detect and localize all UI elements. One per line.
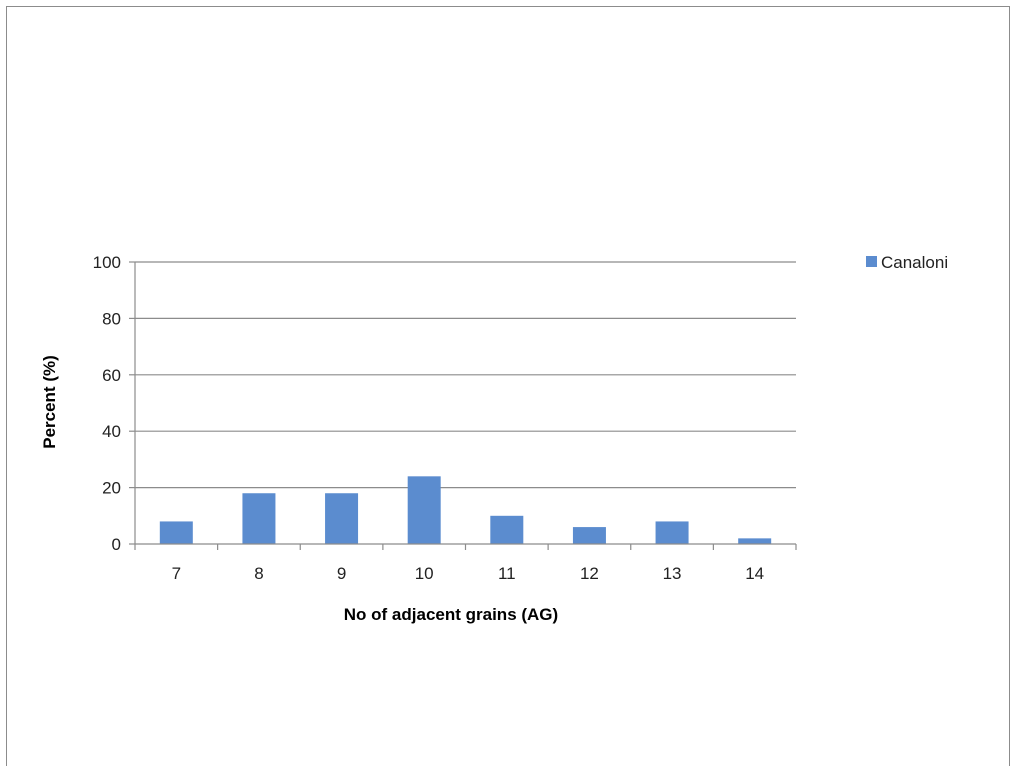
x-tick-label: 8 — [254, 564, 263, 583]
y-tick-label: 60 — [102, 366, 121, 385]
bar-14 — [738, 538, 772, 544]
y-tick-label: 80 — [102, 309, 121, 328]
y-tick-label: 40 — [102, 422, 121, 441]
x-tick-label: 14 — [745, 564, 764, 583]
x-tick-label: 7 — [172, 564, 181, 583]
bar-7 — [159, 521, 193, 544]
axes — [129, 261, 797, 550]
x-tick-label: 9 — [337, 564, 346, 583]
bar-12 — [572, 527, 606, 544]
x-tick-label: 10 — [415, 564, 434, 583]
legend-swatch-canaloni — [866, 256, 877, 267]
bars — [159, 476, 772, 544]
bar-13 — [655, 521, 689, 544]
y-tick-label: 0 — [112, 535, 121, 554]
bar-9 — [325, 493, 359, 544]
tick-labels: 0 20 40 60 80 100 7 8 9 10 11 12 13 14 — [93, 253, 765, 583]
x-tick-label: 11 — [498, 564, 516, 583]
y-tick-label: 20 — [102, 479, 121, 498]
x-tick-label: 13 — [663, 564, 682, 583]
legend: Canaloni — [866, 253, 948, 272]
y-axis-title: Percent (%) — [40, 355, 59, 449]
y-tick-label: 100 — [93, 253, 121, 272]
legend-label-canaloni: Canaloni — [881, 253, 948, 272]
x-tick-label: 12 — [580, 564, 599, 583]
chart-frame — [6, 6, 1010, 766]
x-axis-title: No of adjacent grains (AG) — [344, 605, 558, 624]
gridlines — [135, 261, 796, 489]
bar-8 — [242, 493, 276, 544]
bar-11 — [490, 515, 524, 544]
bar-10 — [407, 476, 441, 544]
